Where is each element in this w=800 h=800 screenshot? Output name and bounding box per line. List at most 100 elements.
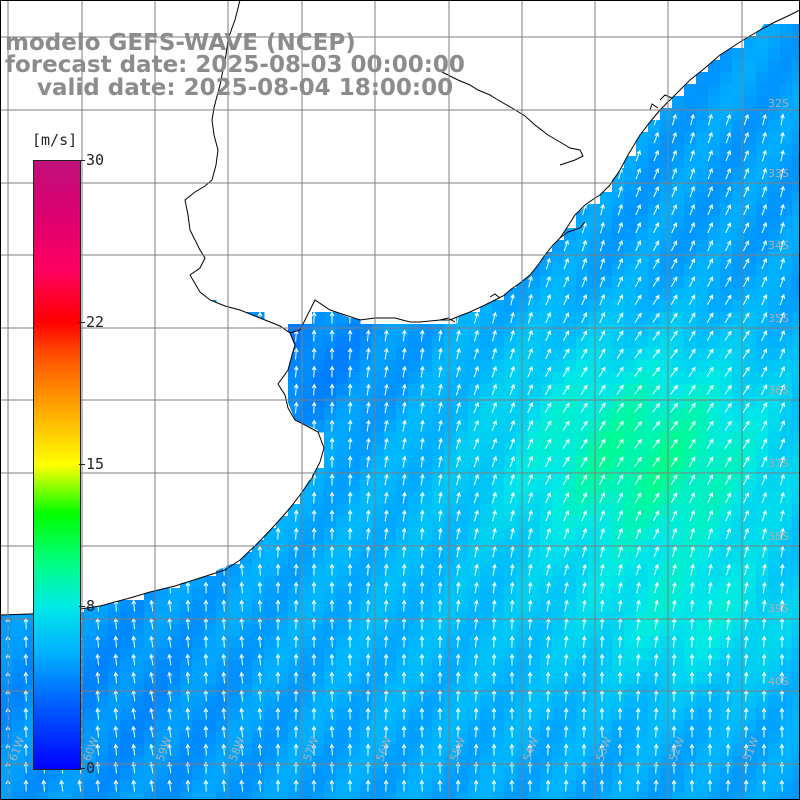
wind-cell: [600, 372, 613, 385]
wind-arrow: [582, 599, 587, 612]
wind-arrow: [726, 563, 731, 576]
wind-cell: [0, 624, 13, 637]
wind-cell: [660, 720, 673, 733]
wind-cell: [264, 552, 277, 565]
wind-cell: [768, 552, 781, 565]
wind-cell: [84, 696, 97, 709]
wind-cell: [672, 480, 685, 493]
wind-arrow: [563, 527, 569, 540]
wind-cell: [528, 564, 541, 577]
wind-cell: [192, 600, 205, 613]
wind-cell: [468, 444, 481, 457]
wind-cell: [684, 636, 697, 649]
wind-cell: [252, 780, 265, 793]
wind-cell: [372, 336, 385, 349]
wind-arrow: [634, 474, 642, 485]
wind-arrow: [527, 581, 533, 594]
wind-arrow: [384, 455, 389, 468]
wind-cell: [576, 756, 589, 769]
wind-arrow: [311, 365, 317, 378]
wind-cell: [720, 612, 733, 625]
wind-cell: [696, 528, 709, 541]
wind-cell: [192, 756, 205, 769]
wind-cell: [660, 420, 673, 433]
wind-cell: [228, 792, 241, 800]
wind-cell: [480, 612, 493, 625]
wind-cell: [624, 708, 637, 721]
wind-cell: [768, 36, 781, 49]
wind-cell: [324, 660, 337, 673]
wind-cell: [540, 372, 553, 385]
wind-arrow: [419, 347, 425, 360]
wind-cell: [336, 324, 349, 337]
wind-arrow: [634, 312, 642, 323]
wind-arrow: [185, 599, 191, 612]
wind-cell: [684, 780, 697, 793]
wind-arrow: [761, 653, 767, 666]
wind-cell: [420, 660, 433, 673]
wind-cell: [348, 336, 361, 349]
wind-cell: [624, 372, 637, 385]
wind-cell: [696, 180, 709, 193]
wind-cell: [672, 180, 685, 193]
wind-cell: [216, 684, 229, 697]
wind-cell: [720, 300, 733, 313]
wind-cell: [768, 144, 781, 157]
wind-cell: [456, 408, 469, 421]
wind-arrow: [761, 635, 767, 648]
wind-arrow: [779, 365, 785, 378]
wind-cell: [384, 480, 397, 493]
wind-cell: [252, 672, 265, 685]
wind-cell: [768, 336, 781, 349]
wind-cell: [588, 228, 601, 241]
wind-cell: [120, 612, 133, 625]
wind-cell: [120, 636, 133, 649]
wind-cell: [12, 612, 25, 625]
wind-cell: [768, 384, 781, 397]
wind-cell: [792, 396, 800, 409]
wind-cell: [792, 672, 800, 685]
wind-cell: [360, 444, 373, 457]
wind-arrow: [743, 545, 749, 558]
wind-cell: [480, 420, 493, 433]
wind-cell: [624, 180, 637, 193]
wind-cell: [600, 420, 613, 433]
wind-cell: [432, 552, 445, 565]
wind-cell: [768, 504, 781, 517]
wind-arrow: [581, 545, 587, 558]
wind-arrow: [725, 131, 731, 144]
wind-cell: [732, 228, 745, 241]
wind-cell: [252, 612, 265, 625]
coastline-segment: [0, 274, 325, 616]
wind-cell: [444, 648, 457, 661]
wind-arrow: [528, 293, 533, 306]
wind-cell: [252, 576, 265, 589]
wind-arrow: [581, 509, 587, 522]
wind-arrow: [616, 366, 624, 377]
wind-cell: [636, 180, 649, 193]
wind-cell: [480, 504, 493, 517]
wind-cell: [708, 264, 721, 277]
wind-arrow: [438, 401, 443, 414]
wind-cell: [720, 336, 733, 349]
wind-arrow: [455, 455, 461, 468]
wind-arrow: [492, 311, 497, 324]
wind-arrow: [366, 401, 371, 414]
wind-cell: [624, 300, 637, 313]
wind-arrow: [652, 366, 661, 377]
wind-cell: [720, 576, 733, 589]
wind-cell: [444, 456, 457, 469]
wind-arrow: [293, 383, 299, 396]
wind-arrow: [616, 420, 624, 431]
wind-cell: [540, 300, 553, 313]
wind-cell: [384, 660, 397, 673]
wind-cell: [588, 420, 601, 433]
wind-cell: [108, 792, 121, 800]
wind-cell: [252, 720, 265, 733]
wind-cell: [648, 228, 661, 241]
wind-cell: [696, 324, 709, 337]
wind-cell: [264, 624, 277, 637]
wind-cell: [684, 336, 697, 349]
wind-arrow: [724, 330, 732, 341]
wind-cell: [648, 732, 661, 745]
